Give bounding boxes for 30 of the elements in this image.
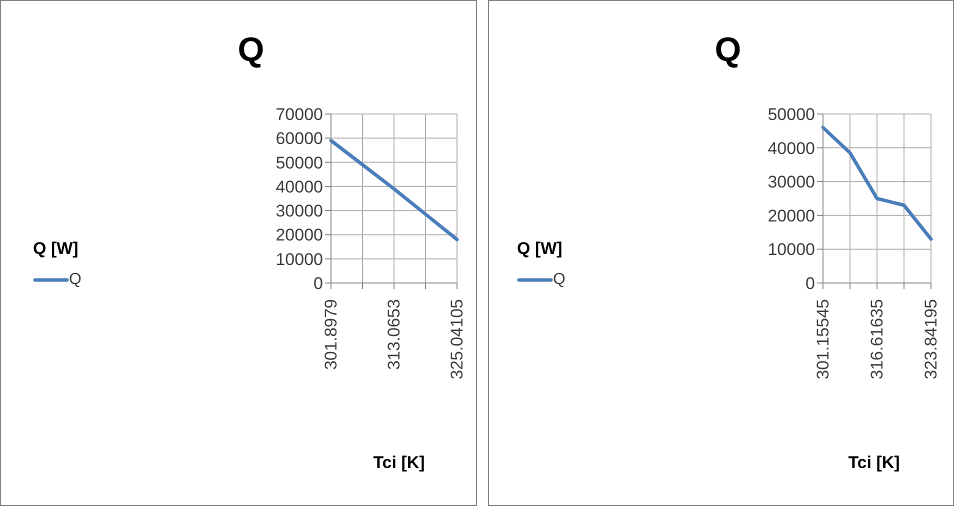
- legend-title: Q [W]: [517, 239, 564, 259]
- y-tick-label: 0: [806, 274, 815, 294]
- chart-title: Q: [714, 31, 742, 70]
- legend-label: Q: [69, 271, 82, 289]
- x-tick-label: 323.84195: [922, 299, 940, 380]
- x-tick-label: 325.04105: [448, 299, 466, 380]
- y-tick-label: 50000: [768, 105, 815, 124]
- x-axis-title: Tci [K]: [372, 453, 426, 473]
- x-tick-label: 313.0653: [384, 299, 404, 370]
- y-tick-label: 40000: [276, 177, 323, 196]
- y-tick-label: 50000: [276, 153, 323, 172]
- legend-title: Q [W]: [33, 239, 80, 259]
- x-axis-title: Tci [K]: [847, 453, 901, 473]
- x-tick-label: 301.8979: [322, 299, 340, 370]
- y-tick-label: 20000: [276, 226, 323, 245]
- y-tick-label: 60000: [276, 129, 323, 148]
- x-tick-label: 316.61635: [868, 299, 886, 380]
- y-tick-label: 30000: [276, 202, 323, 221]
- y-tick-label: 20000: [768, 206, 815, 226]
- line-series: [329, 138, 459, 242]
- y-tick-label: 30000: [768, 172, 815, 192]
- y-tick-label: 10000: [768, 240, 815, 260]
- y-tick-label: 0: [314, 274, 323, 294]
- y-tick-label: 70000: [276, 105, 323, 124]
- y-tick-label: 10000: [276, 250, 323, 269]
- legend-label: Q: [553, 271, 566, 289]
- x-tick-label: 301.15545: [814, 299, 832, 380]
- y-tick-label: 40000: [768, 138, 815, 158]
- chart-title: Q: [236, 31, 266, 70]
- line-series: [821, 126, 933, 241]
